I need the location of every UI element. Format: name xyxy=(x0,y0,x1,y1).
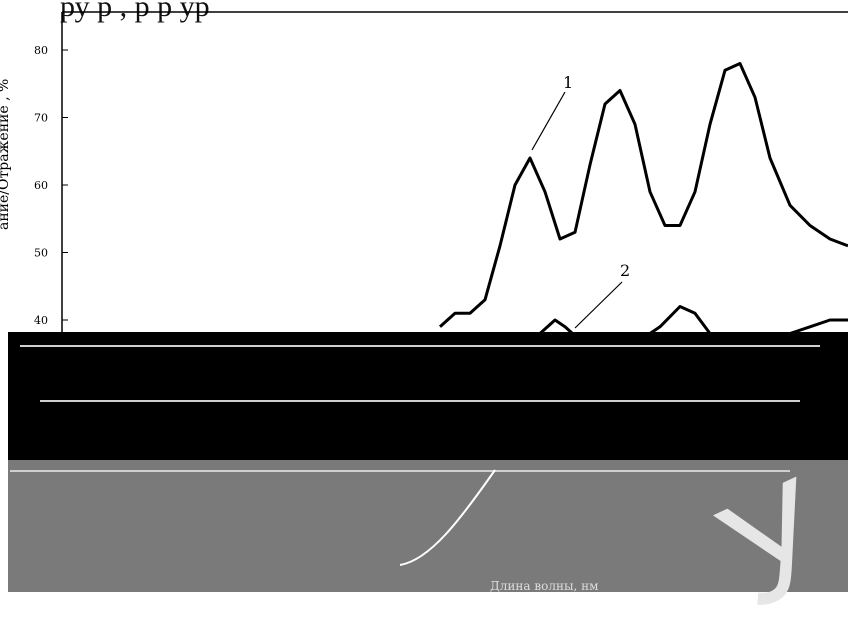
series-1-label: 1 xyxy=(563,73,573,92)
y-tick-label: 60 xyxy=(34,179,48,192)
x-axis-label: Длина волны, нм xyxy=(490,579,598,593)
corrupted-lower-band xyxy=(8,460,848,592)
series-2-label: 2 xyxy=(620,261,630,280)
y-ticks: 80 70 60 50 40 xyxy=(34,44,68,327)
y-axis-label: ание/Отражение , % xyxy=(0,79,12,230)
y-tick-label: 70 xyxy=(34,112,48,125)
y-tick-label: 80 xyxy=(34,44,48,57)
y-tick-label: 50 xyxy=(34,247,48,260)
y-tick-label: 40 xyxy=(34,314,48,327)
series-2-leader xyxy=(574,281,623,329)
noise-line xyxy=(40,400,800,402)
series-1-line xyxy=(438,62,848,328)
noise-line xyxy=(10,470,790,472)
noise-curve xyxy=(399,469,496,566)
corrupted-band xyxy=(8,332,848,460)
series-1-leader xyxy=(531,91,566,151)
corrupt-overlay: Длина волны, нм xyxy=(399,469,598,593)
noise-line xyxy=(20,345,820,347)
